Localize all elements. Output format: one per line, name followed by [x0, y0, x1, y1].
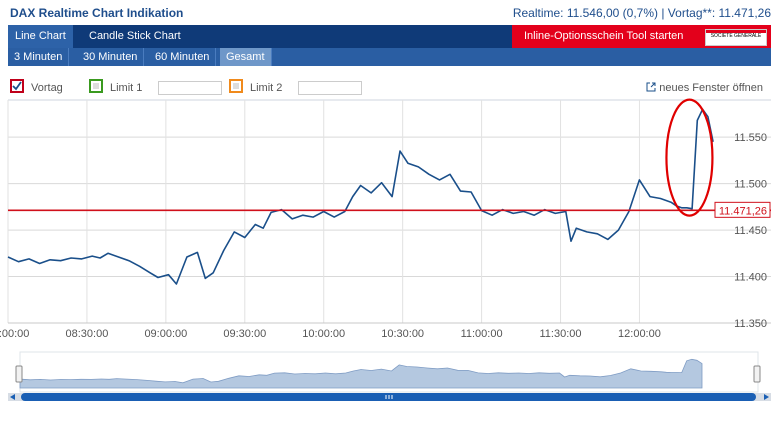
vortag-value-label: 11.471,26 — [719, 205, 767, 217]
y-tick-label: 11.500 — [734, 179, 767, 191]
time-range-tabs: 3 Minuten 30 Minuten 60 Minuten Gesamt — [8, 48, 771, 66]
x-tick-label: 11:30:00 — [540, 328, 582, 340]
x-tick-label: 10:30:00 — [381, 328, 424, 340]
scroll-right-arrow-icon[interactable] — [764, 394, 769, 400]
page-title: DAX Realtime Chart Indikation — [10, 6, 184, 20]
x-tick-label: 11:00:00 — [461, 328, 503, 340]
inline-optionsschein-label: Inline-Optionsschein Tool starten — [524, 30, 684, 42]
vortag-checkbox[interactable] — [10, 79, 24, 93]
y-tick-label: 11.450 — [734, 225, 767, 237]
x-tick-label: 09:30:00 — [223, 328, 266, 340]
limit1-label: Limit 1 — [110, 82, 143, 94]
range-30-minuten[interactable]: 30 Minuten — [77, 48, 145, 66]
scroll-left-arrow-icon[interactable] — [10, 394, 15, 400]
y-tick-label: 11.350 — [734, 318, 767, 330]
navigator-right-handle[interactable] — [753, 365, 761, 383]
price-line — [7, 108, 714, 285]
navigator-left-handle[interactable] — [15, 365, 23, 383]
x-tick-label: 08:30:00 — [66, 328, 109, 340]
vortag-label: Vortag — [31, 82, 63, 94]
limit2-label: Limit 2 — [250, 82, 283, 94]
x-tick-label: 12:00:00 — [618, 328, 661, 340]
range-3-minuten[interactable]: 3 Minuten — [8, 48, 70, 66]
y-tick-label: 11.400 — [734, 272, 767, 284]
societe-generale-logo: SOCIETE GENERALE — [705, 29, 767, 46]
annotation-ellipse — [665, 98, 714, 217]
limit2-checkbox[interactable] — [229, 79, 243, 93]
x-tick-label: 09:00:00 — [144, 328, 187, 340]
x-tick-label: 08:00:00 — [0, 328, 29, 340]
navigator-area — [19, 358, 703, 389]
limit2-input[interactable] — [298, 81, 362, 95]
tab-candle-stick-chart[interactable]: Candle Stick Chart — [89, 30, 181, 42]
checkmark-icon — [12, 81, 22, 91]
realtime-quote: Realtime: 11.546,00 (0,7%) | Vortag**: 1… — [512, 6, 771, 20]
y-tick-label: 11.550 — [734, 132, 767, 144]
new-window-label: neues Fenster öffnen — [659, 82, 763, 94]
chart-type-tabs: Line Chart Candle Stick Chart Inline-Opt… — [8, 25, 771, 48]
vortag-value-box — [714, 201, 771, 218]
range-60-minuten[interactable]: 60 Minuten — [149, 48, 217, 66]
x-tick-label: 10:00:00 — [302, 328, 345, 340]
limit1-input[interactable] — [158, 81, 222, 95]
tab-line-chart[interactable]: Line Chart — [8, 25, 73, 48]
inline-optionsschein-button[interactable]: Inline-Optionsschein Tool starten SOCIET… — [512, 25, 771, 48]
external-link-icon — [646, 82, 656, 92]
chart-legend: Vortag Limit 1 Limit 2 neues Fenster öff… — [8, 76, 771, 100]
new-window-link[interactable]: neues Fenster öffnen — [646, 82, 763, 94]
limit1-checkbox[interactable] — [89, 79, 103, 93]
range-gesamt[interactable]: Gesamt — [220, 48, 272, 66]
